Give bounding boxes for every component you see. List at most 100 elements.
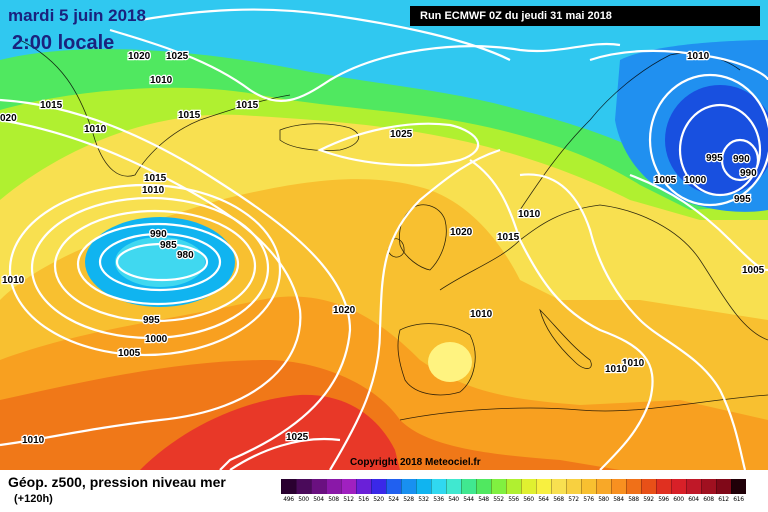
isobar-label: 1015 <box>236 100 259 111</box>
forecast-time: 2:00 locale <box>12 32 115 54</box>
isobar-label: 1010 <box>150 75 173 86</box>
legend-subtitle: (+120h) <box>14 493 53 505</box>
color-swatch <box>716 479 731 494</box>
isobar-1020-north <box>139 8 511 61</box>
color-swatch <box>656 479 671 494</box>
isobar-1010-north <box>109 28 621 102</box>
isobar-label: 980 <box>177 250 194 261</box>
isobar-label: 1005 <box>118 348 141 359</box>
color-tick-label: 496 <box>283 496 294 503</box>
isobar-label: 1005 <box>742 265 765 276</box>
color-swatch <box>491 479 506 494</box>
isobar-1010-europe <box>519 173 747 470</box>
color-tick-label: 580 <box>598 496 609 503</box>
color-swatch <box>281 479 296 494</box>
color-tick-label: 572 <box>568 496 579 503</box>
color-swatch <box>326 479 341 494</box>
isobar-980 <box>115 242 209 282</box>
color-swatch <box>476 479 491 494</box>
color-tick-label: 592 <box>643 496 654 503</box>
color-swatch <box>551 479 566 494</box>
color-scale <box>281 479 746 494</box>
isobar-label: 1015 <box>178 110 201 121</box>
isobar-label: 1015 <box>497 232 520 243</box>
color-tick-label: 612 <box>718 496 729 503</box>
isobars <box>0 8 768 470</box>
british-isles-coast <box>399 204 447 271</box>
color-scale-ticks: 496 500 504 508 512 516 520 524 528 532 536 540 544 5… <box>281 496 746 503</box>
isobar-1015-west <box>0 98 352 470</box>
italy-coast <box>539 308 592 369</box>
color-tick-label: 608 <box>703 496 714 503</box>
isobar-label: 985 <box>160 240 177 251</box>
color-swatch <box>596 479 611 494</box>
color-swatch <box>701 479 716 494</box>
forecast-date: mardi 5 juin 2018 <box>8 6 146 25</box>
color-tick-label: 528 <box>403 496 414 503</box>
isobar-label: 1020 <box>450 227 473 238</box>
isobar-1005-scandi <box>589 49 768 81</box>
color-swatch <box>416 479 431 494</box>
pressure-map: 1020 1025 1010 1015 1015 1025 1010 1015 … <box>0 0 768 470</box>
color-swatch <box>401 479 416 494</box>
isobar-label: 1010 <box>687 51 710 62</box>
color-swatch <box>581 479 596 494</box>
color-swatch <box>311 479 326 494</box>
color-swatch <box>386 479 401 494</box>
red-band <box>140 394 400 470</box>
isobar-label: 1025 <box>390 129 413 140</box>
color-tick-label: 552 <box>493 496 504 503</box>
isobar-label: 990 <box>733 154 750 165</box>
isobar-985 <box>98 232 222 292</box>
color-swatch <box>461 479 476 494</box>
color-tick-label: 516 <box>358 496 369 503</box>
color-swatch <box>641 479 656 494</box>
isobar-label: 1000 <box>684 175 707 186</box>
color-swatch <box>341 479 356 494</box>
isobar-990-scandi <box>720 138 760 182</box>
ireland-coast <box>387 238 405 258</box>
africa-coast <box>399 394 768 421</box>
isobar-label: 1025 <box>166 51 189 62</box>
color-tick-label: 500 <box>298 496 309 503</box>
isobar-1025-sw <box>229 438 341 470</box>
color-swatch <box>371 479 386 494</box>
color-swatch <box>536 479 551 494</box>
isobar-label: 1025 <box>286 432 309 443</box>
color-swatch <box>566 479 581 494</box>
color-tick-label: 548 <box>478 496 489 503</box>
color-tick-label: 576 <box>583 496 594 503</box>
color-swatch <box>611 479 626 494</box>
color-tick-label: 568 <box>553 496 564 503</box>
color-swatch <box>296 479 311 494</box>
color-swatch <box>626 479 641 494</box>
isobar-1000 <box>30 196 270 340</box>
color-swatch <box>686 479 701 494</box>
legend-bar: Géop. z500, pression niveau mer (+120h) … <box>0 470 768 512</box>
color-tick-label: 616 <box>733 496 744 503</box>
europe-coast <box>439 204 768 341</box>
color-tick-label: 512 <box>343 496 354 503</box>
isobar-label: 1010 <box>2 275 25 286</box>
color-tick-label: 560 <box>523 496 534 503</box>
isobar-995 <box>53 209 257 323</box>
isobar-label: 1015 <box>40 100 63 111</box>
color-swatch <box>521 479 536 494</box>
color-tick-label: 508 <box>328 496 339 503</box>
isobar-1000-scandi <box>648 73 768 207</box>
isobar-label: 1010 <box>605 364 628 375</box>
color-tick-label: 540 <box>448 496 459 503</box>
color-tick-label: 520 <box>373 496 384 503</box>
isobar-1025-north <box>317 122 480 167</box>
color-swatch <box>731 479 746 494</box>
color-tick-label: 584 <box>613 496 624 503</box>
color-tick-label: 556 <box>508 496 519 503</box>
copyright-text: Copyright 2018 Meteociel.fr <box>350 457 481 468</box>
isobar-label: 1010 <box>622 358 645 369</box>
isobar-1015-europe <box>469 159 654 470</box>
color-tick-label: 564 <box>538 496 549 503</box>
isobar-label: 990 <box>740 168 757 179</box>
color-tick-label: 588 <box>628 496 639 503</box>
color-tick-label: 536 <box>433 496 444 503</box>
